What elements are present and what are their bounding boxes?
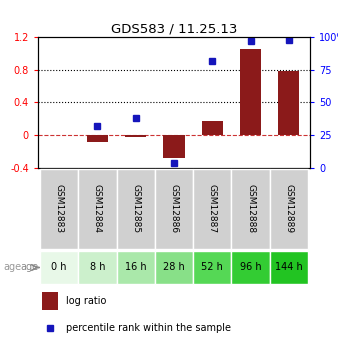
Bar	[164, 135, 185, 158]
Text: GSM12888: GSM12888	[246, 185, 255, 234]
FancyBboxPatch shape	[193, 169, 232, 249]
Bar	[125, 135, 146, 137]
Text: 52 h: 52 h	[201, 263, 223, 273]
Text: 96 h: 96 h	[240, 263, 261, 273]
Text: GSM12885: GSM12885	[131, 185, 140, 234]
Text: GSM12887: GSM12887	[208, 185, 217, 234]
FancyBboxPatch shape	[40, 169, 78, 249]
FancyBboxPatch shape	[270, 169, 308, 249]
Text: 0 h: 0 h	[51, 263, 67, 273]
Text: age: age	[3, 263, 22, 273]
FancyBboxPatch shape	[117, 251, 155, 284]
Bar	[240, 49, 261, 135]
FancyBboxPatch shape	[117, 169, 155, 249]
Text: percentile rank within the sample: percentile rank within the sample	[66, 323, 231, 333]
Text: GSM12884: GSM12884	[93, 185, 102, 234]
Text: GSM12883: GSM12883	[54, 185, 64, 234]
FancyBboxPatch shape	[78, 251, 117, 284]
FancyBboxPatch shape	[232, 169, 270, 249]
Text: 8 h: 8 h	[90, 263, 105, 273]
FancyBboxPatch shape	[193, 251, 232, 284]
Bar	[42, 292, 58, 310]
Bar	[87, 135, 108, 142]
Text: GSM12886: GSM12886	[169, 185, 178, 234]
Text: 28 h: 28 h	[163, 263, 185, 273]
FancyBboxPatch shape	[270, 251, 308, 284]
Text: log ratio: log ratio	[66, 296, 106, 306]
FancyBboxPatch shape	[40, 251, 78, 284]
Bar	[279, 71, 299, 135]
Title: GDS583 / 11.25.13: GDS583 / 11.25.13	[111, 23, 237, 36]
Text: 144 h: 144 h	[275, 263, 303, 273]
Text: 16 h: 16 h	[125, 263, 146, 273]
FancyBboxPatch shape	[155, 251, 193, 284]
FancyBboxPatch shape	[155, 169, 193, 249]
Text: GSM12889: GSM12889	[285, 185, 293, 234]
FancyBboxPatch shape	[232, 251, 270, 284]
Bar	[202, 120, 223, 135]
Text: age: age	[20, 263, 39, 273]
FancyBboxPatch shape	[78, 169, 117, 249]
